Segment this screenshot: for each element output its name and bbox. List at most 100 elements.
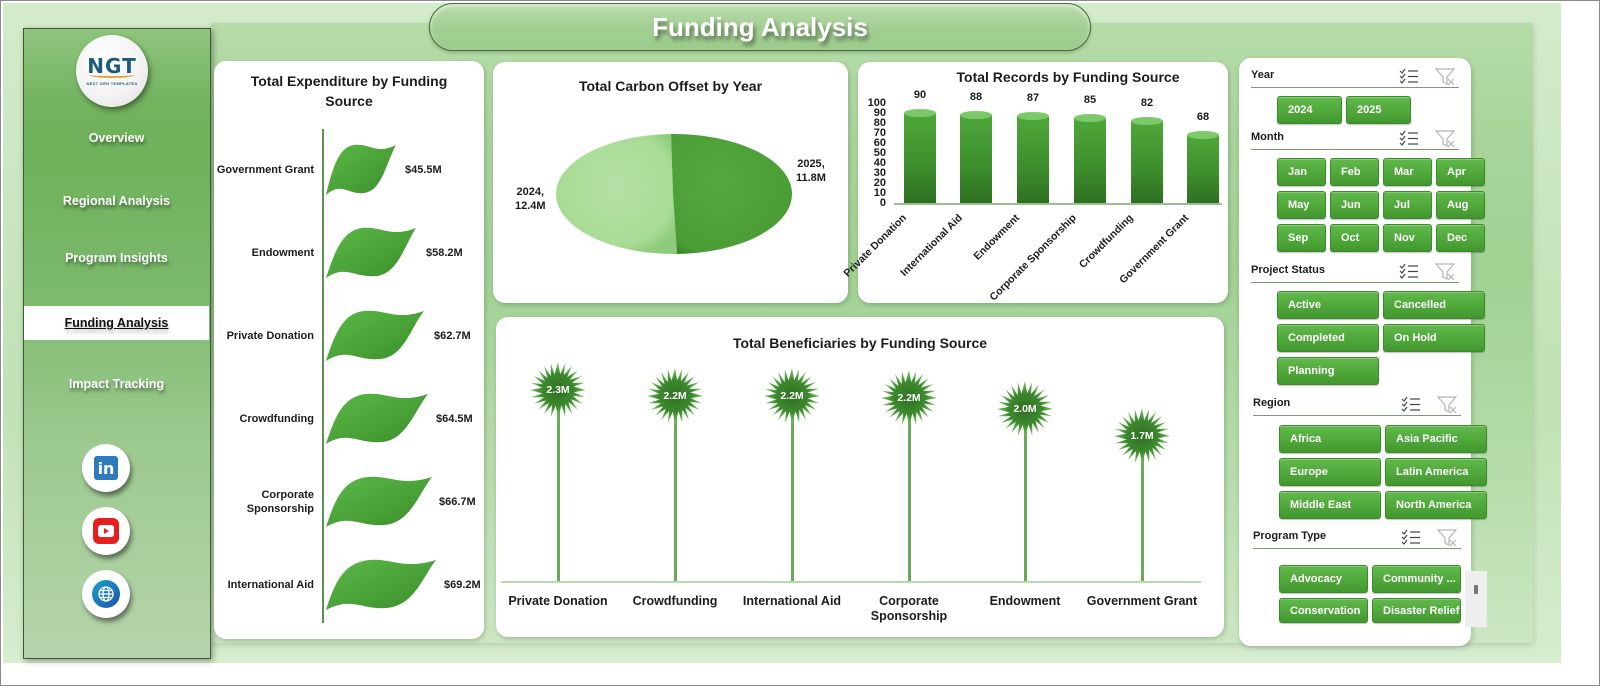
slicer-item-status[interactable]: On Hold	[1383, 324, 1485, 352]
slicer-item-2024[interactable]: 2024	[1277, 96, 1342, 124]
clear-filter-icon[interactable]	[1437, 396, 1457, 414]
expenditure-row: Endowment $58.2M	[214, 214, 484, 294]
slicer-item-region[interactable]: Asia Pacific	[1385, 425, 1487, 453]
expenditure-value: $66.7M	[439, 496, 476, 508]
flag-marker-icon	[326, 559, 436, 610]
y-tick: 60	[873, 137, 886, 149]
pie-label-2025: 2025, 11.8M	[796, 158, 826, 184]
website-button[interactable]	[82, 570, 130, 618]
bar-value: 82	[1140, 97, 1154, 109]
lollipop-value: 2.2M	[780, 390, 804, 402]
slicer-item-month[interactable]: Mar	[1383, 158, 1432, 186]
slicer-title: Region	[1253, 397, 1291, 409]
pie-label-2024-text: 2024	[516, 186, 541, 198]
y-tick: 100	[867, 97, 886, 109]
scrollbar-thumb[interactable]	[1474, 585, 1478, 594]
lollipop-label: Government Grant	[1086, 594, 1198, 608]
slicer-item-status[interactable]: Cancelled	[1383, 291, 1485, 319]
multi-select-icon[interactable]	[1399, 263, 1419, 279]
clear-filter-icon[interactable]	[1435, 130, 1455, 148]
multi-select-icon[interactable]	[1401, 396, 1421, 412]
flag-marker-icon	[326, 476, 432, 527]
slicer-item-month[interactable]: Jun	[1330, 191, 1379, 219]
slicer-item-month[interactable]: Feb	[1330, 158, 1379, 186]
lollipop-label: Endowment	[989, 594, 1061, 608]
y-tick: 90	[873, 107, 886, 119]
records-bar[interactable]: 68	[1187, 111, 1219, 203]
y-tick: 0	[879, 197, 886, 209]
expenditure-chart-card: Total Expenditure by Funding Source Gove…	[214, 61, 484, 639]
slicer-item-status[interactable]: Planning	[1277, 357, 1379, 385]
lollipop-value: 2.2M	[897, 392, 921, 404]
slicer-item-region[interactable]: Europe	[1279, 458, 1381, 486]
expenditure-chart-title: Total Expenditure by Funding Source	[250, 73, 448, 109]
sidebar-item-program-insights[interactable]: Program Insights	[65, 251, 168, 265]
slicer-item-month[interactable]: Aug	[1436, 191, 1485, 219]
expenditure-value: $64.5M	[436, 413, 473, 425]
records-chart-title: Total Records by Funding Source	[956, 69, 1180, 85]
page-title: Funding Analysis	[652, 11, 868, 42]
slicer-item-program-type[interactable]: Advocacy	[1279, 565, 1368, 593]
records-plot-area: 90 88 87 85 82 68	[894, 89, 1222, 205]
multi-select-icon[interactable]	[1401, 529, 1421, 545]
records-bar[interactable]: 82	[1131, 97, 1163, 203]
expenditure-value: $62.7M	[434, 330, 471, 342]
slicer-item-region[interactable]: Middle East	[1279, 491, 1381, 519]
sidebar-item-funding-analysis[interactable]: Funding Analysis	[24, 306, 209, 340]
linkedin-button[interactable]: in	[82, 444, 130, 492]
clear-filter-icon[interactable]	[1437, 529, 1457, 547]
slicer-item-status[interactable]: Completed	[1277, 324, 1379, 352]
records-bar[interactable]: 88	[960, 91, 992, 203]
slicer-header-year: Year	[1251, 66, 1459, 88]
sidebar-item-overview[interactable]: Overview	[88, 131, 145, 145]
multi-select-icon[interactable]	[1399, 68, 1419, 84]
carbon-offset-pie[interactable]	[553, 132, 793, 257]
flag-marker-icon	[326, 310, 424, 361]
slicer-item-month[interactable]: Oct	[1330, 224, 1379, 252]
records-bar[interactable]: 85	[1074, 94, 1106, 203]
records-bar[interactable]: 87	[1017, 92, 1049, 203]
slicer-item-region[interactable]: Africa	[1279, 425, 1381, 453]
expenditure-label: Corporate Sponsorship	[246, 489, 314, 515]
slicer-item-month[interactable]: Nov	[1383, 224, 1432, 252]
bar-value: 85	[1083, 94, 1097, 106]
records-bar[interactable]: 90	[904, 89, 936, 203]
slicer-item-region[interactable]: North America	[1385, 491, 1487, 519]
carbon-offset-chart-card: Total Carbon Offset by Year 2024, 12.4M 2…	[493, 62, 848, 303]
sidebar-item-regional-analysis[interactable]: Regional Analysis	[62, 194, 171, 208]
slicer-item-program-type[interactable]: Community ...	[1372, 565, 1461, 593]
slicer-item-month[interactable]: Sep	[1277, 224, 1326, 252]
slicer-item-month[interactable]: May	[1277, 191, 1326, 219]
expenditure-row: Corporate Sponsorship $66.7M	[214, 463, 484, 543]
y-tick: 30	[873, 167, 886, 179]
flag-marker-icon	[326, 144, 396, 195]
clear-filter-icon[interactable]	[1435, 68, 1455, 86]
slicer-header-program-type: Program Type	[1253, 527, 1461, 549]
sidebar-item-impact-tracking[interactable]: Impact Tracking	[68, 377, 165, 391]
logo-wave-icon	[89, 72, 135, 78]
expenditure-value: $45.5M	[405, 164, 442, 176]
slicer-item-month[interactable]: Jan	[1277, 158, 1326, 186]
slicer-item-program-type[interactable]: Disaster Relief	[1372, 598, 1461, 623]
program-type-scrollbar[interactable]	[1465, 571, 1487, 627]
x-label: Endowment	[970, 212, 1022, 263]
clear-filter-icon[interactable]	[1435, 263, 1455, 281]
slicer-item-month[interactable]: Dec	[1436, 224, 1485, 252]
slicer-item-region[interactable]: Latin America	[1385, 458, 1487, 486]
slicer-item-2025[interactable]: 2025	[1346, 96, 1411, 124]
slicer-item-program-type[interactable]: Conservation	[1279, 598, 1368, 623]
logo-subtitle: NEXT GEN TEMPLATES	[86, 81, 138, 86]
slicer-item-month[interactable]: Jul	[1383, 191, 1432, 219]
lollipop-value: 2.3M	[546, 384, 570, 396]
x-label: Crowdfunding	[1076, 212, 1136, 271]
lollipop-label: Crowdfunding	[632, 594, 718, 608]
x-label: International Aid	[897, 212, 965, 279]
slicer-item-month[interactable]: Apr	[1436, 158, 1485, 186]
expenditure-label: Crowdfunding	[239, 413, 314, 425]
multi-select-icon[interactable]	[1399, 130, 1419, 146]
youtube-button[interactable]	[82, 507, 130, 555]
slicer-item-status[interactable]: Active	[1277, 291, 1379, 319]
flag-marker-icon	[326, 393, 428, 444]
bar-value: 68	[1196, 111, 1210, 123]
